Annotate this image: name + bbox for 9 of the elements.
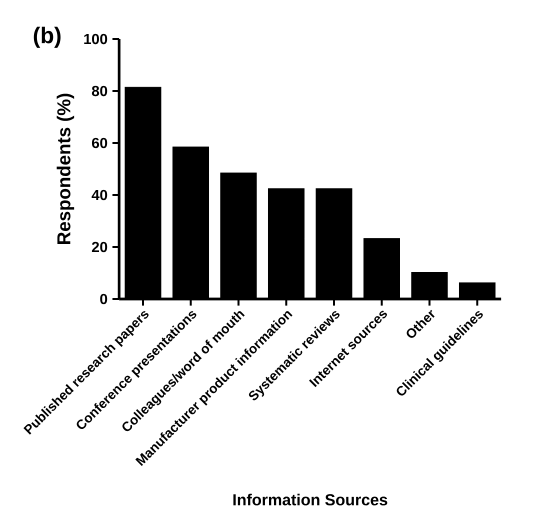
y-tick-label: 0 <box>100 294 108 304</box>
x-axis-title: Information Sources <box>233 494 388 506</box>
y-tick-label: 100 <box>84 34 108 44</box>
y-axis-title: Respondents (%) <box>56 94 74 244</box>
y-tick-label: 40 <box>92 190 108 200</box>
y-tick-label: 60 <box>92 138 108 148</box>
y-tick-label: 80 <box>92 86 108 96</box>
y-tick-label: 20 <box>92 242 108 252</box>
text: (b) <box>34 26 61 48</box>
